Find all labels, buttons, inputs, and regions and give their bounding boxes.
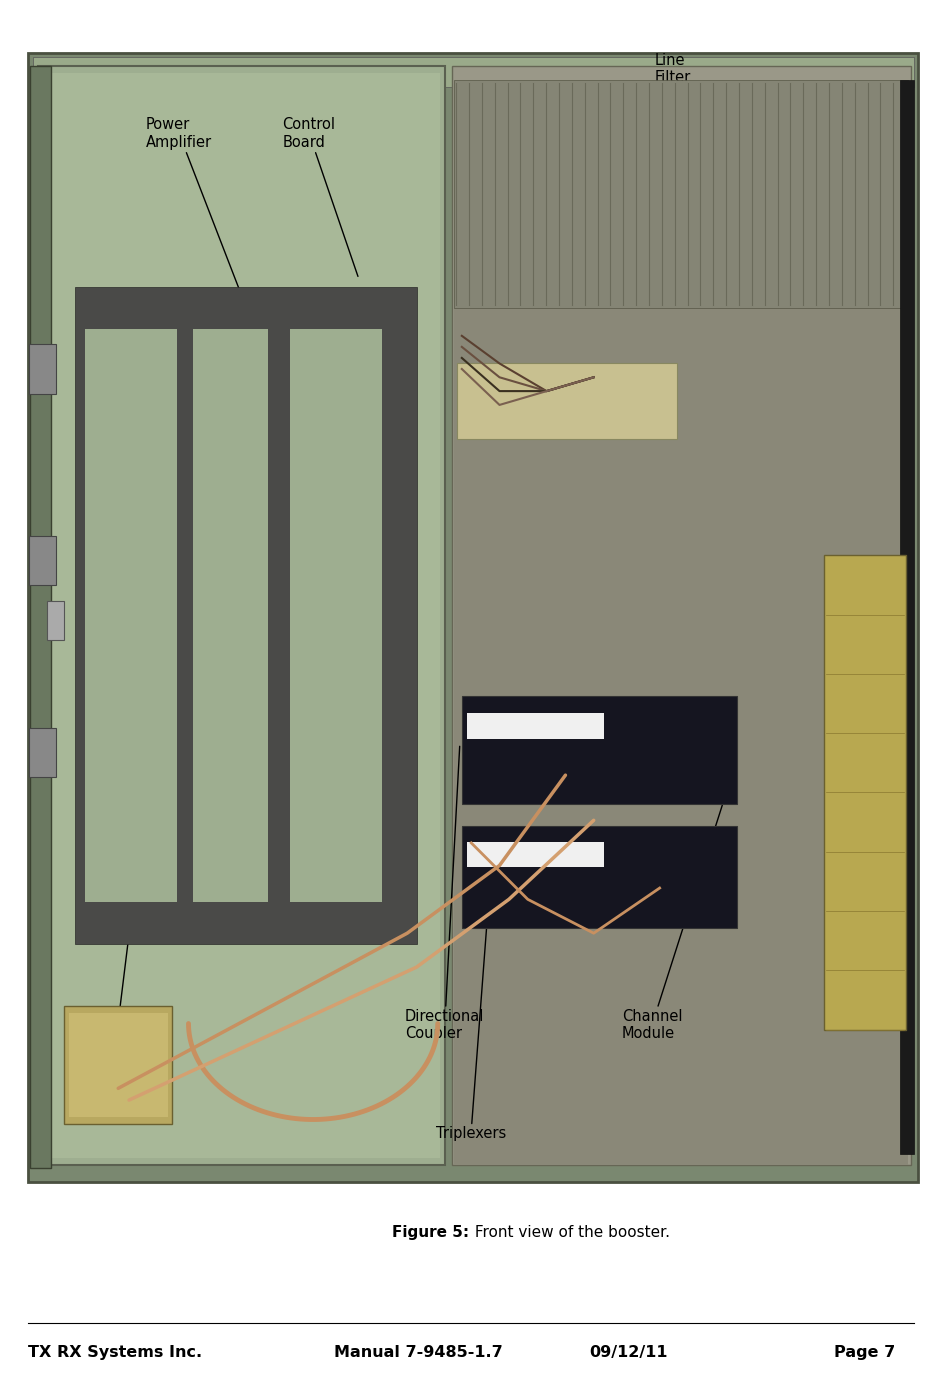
Bar xyxy=(33,57,914,87)
Bar xyxy=(452,66,911,1165)
Bar xyxy=(29,344,56,394)
Bar xyxy=(28,53,918,1182)
Text: 09/12/11: 09/12/11 xyxy=(589,1346,667,1360)
Bar xyxy=(42,73,440,1158)
Text: Power
Amplifier: Power Amplifier xyxy=(146,117,245,304)
Text: Channel
Module: Channel Module xyxy=(622,802,723,1041)
Bar xyxy=(466,713,604,739)
Text: Triplexers: Triplexers xyxy=(436,884,506,1142)
Text: Power
Amplifier: Power Amplifier xyxy=(805,97,871,276)
Bar xyxy=(29,536,56,586)
Bar xyxy=(823,556,906,1030)
Bar xyxy=(29,728,56,778)
Text: Figure 5:: Figure 5: xyxy=(392,1226,469,1240)
Text: Line
Filter: Line Filter xyxy=(650,53,690,145)
Bar xyxy=(466,842,604,867)
Bar xyxy=(462,826,737,927)
Text: Power
Supply: Power Supply xyxy=(490,83,540,224)
Bar xyxy=(85,329,177,902)
Text: Directional
Coupler: Directional Coupler xyxy=(405,746,484,1041)
Text: Power
Amplifier: Power Amplifier xyxy=(85,850,151,1041)
Text: Control
Board: Control Board xyxy=(283,117,358,276)
Bar xyxy=(290,329,382,902)
Bar xyxy=(69,1013,168,1117)
Text: Front view of the booster.: Front view of the booster. xyxy=(469,1226,670,1240)
Bar xyxy=(64,1006,172,1124)
Bar xyxy=(454,308,908,1165)
Text: Page 7: Page 7 xyxy=(834,1346,895,1360)
Bar xyxy=(30,66,51,1168)
Text: TX RX Systems Inc.: TX RX Systems Inc. xyxy=(28,1346,203,1360)
Bar xyxy=(75,287,416,944)
Bar xyxy=(900,80,914,1154)
Bar xyxy=(454,80,908,308)
Text: Manual 7-9485-1.7: Manual 7-9485-1.7 xyxy=(334,1346,503,1360)
Bar xyxy=(193,329,268,902)
Bar xyxy=(38,66,445,1165)
Bar xyxy=(462,697,737,804)
Bar xyxy=(457,363,677,439)
Bar xyxy=(47,601,64,640)
